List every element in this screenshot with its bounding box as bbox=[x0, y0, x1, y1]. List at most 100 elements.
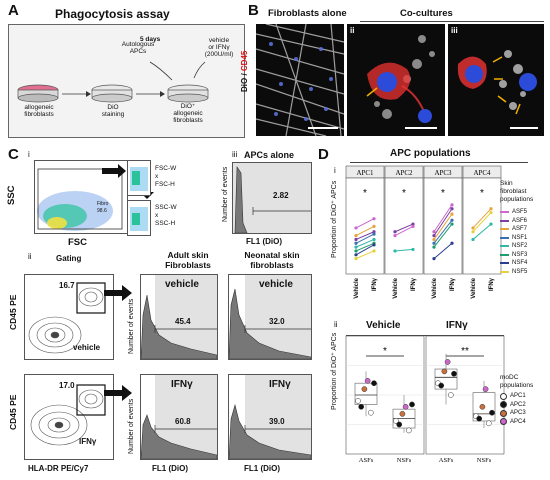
x-category-label: IFNγ bbox=[489, 277, 495, 291]
data-point bbox=[489, 409, 495, 416]
step3-line2: allogeneic bbox=[173, 110, 203, 117]
data-point bbox=[364, 377, 371, 384]
gate-pct-ifn: 17.0 bbox=[59, 381, 75, 390]
pair-point bbox=[411, 224, 415, 228]
data-point bbox=[399, 411, 406, 417]
apcs-label: APCs bbox=[129, 48, 147, 55]
apcs-alone-value: 2.82 bbox=[273, 191, 289, 200]
data-point bbox=[371, 380, 377, 387]
legend-label: ASF6 bbox=[512, 217, 528, 224]
x-category-label: Vehicle bbox=[354, 277, 360, 298]
pair-point bbox=[432, 237, 436, 242]
histogram-neo-ifn: IFNγ 39.0 bbox=[228, 374, 312, 460]
pair-point bbox=[471, 226, 475, 230]
adult-title-l2: Fibroblasts bbox=[165, 260, 211, 270]
legend-item: NSF4 bbox=[500, 259, 527, 268]
pair-point bbox=[372, 230, 376, 234]
panel-d-sub-i: i bbox=[334, 166, 336, 175]
data-point bbox=[396, 421, 403, 428]
apc-strip-label: APC3 bbox=[434, 169, 452, 177]
legend-swatch bbox=[500, 245, 509, 248]
legend-title-l1: Skin bbox=[500, 180, 513, 187]
fl1-label-neo: FL1 (DiO) bbox=[244, 464, 280, 473]
ssc-w-label: SSC-W bbox=[155, 204, 177, 211]
x1-label: x bbox=[155, 173, 159, 180]
apcs-alone-title: APCs alone bbox=[244, 150, 295, 160]
pair-point bbox=[354, 245, 358, 249]
pair-point bbox=[372, 237, 376, 242]
contour-ifn: 17.0 IFNγ bbox=[24, 374, 114, 460]
pair-point bbox=[489, 207, 493, 211]
pair-line bbox=[472, 208, 492, 229]
pair-point bbox=[471, 237, 475, 242]
pair-line bbox=[394, 248, 414, 252]
ii-legend-item: APC2 bbox=[500, 401, 526, 410]
histogram-adult-vehicle: vehicle 45.4 bbox=[140, 274, 218, 360]
legend-item: ASF7 bbox=[500, 225, 527, 234]
histogram-adult-ifn: IFNγ 60.8 bbox=[140, 374, 218, 460]
pair-point bbox=[354, 253, 358, 257]
step2-line2: staining bbox=[101, 111, 125, 118]
ii-legend-label: APC4 bbox=[510, 418, 526, 425]
apc-strip-label: APC4 bbox=[473, 169, 491, 177]
ii-legend-swatch bbox=[500, 418, 507, 426]
x-group-label: ASFs bbox=[439, 457, 454, 464]
hladr-label: HLA-DR PE/Cy7 bbox=[28, 464, 89, 473]
vehicle-label: vehicle bbox=[208, 37, 230, 44]
legend-label: NSF1 bbox=[512, 234, 528, 241]
ii-legend-item: APC3 bbox=[500, 409, 526, 418]
pair-point bbox=[393, 234, 397, 238]
gating-title: Gating bbox=[56, 254, 82, 263]
panel-c-sub-iii: iii bbox=[232, 150, 238, 159]
panel-c-letter: C bbox=[8, 146, 19, 163]
data-point bbox=[485, 420, 492, 427]
pair-point bbox=[354, 237, 358, 242]
micrograph-coculture-iii: iii bbox=[448, 24, 544, 136]
pair-line bbox=[394, 223, 414, 233]
ii-legend-label: APC2 bbox=[510, 401, 526, 408]
pair-line bbox=[472, 212, 492, 233]
pair-line bbox=[355, 218, 375, 229]
fl1-label-iii: FL1 (DiO) bbox=[246, 237, 282, 246]
pair-line bbox=[472, 223, 492, 240]
autologous-label: Autologous bbox=[121, 41, 155, 48]
apc-panel bbox=[345, 177, 385, 275]
pair-line bbox=[355, 244, 375, 256]
ssc-singlet-plot bbox=[127, 200, 151, 236]
fibro-gate-pct: 98.6 bbox=[97, 208, 107, 214]
legend-item: ASF5 bbox=[500, 208, 527, 217]
legend-swatch bbox=[500, 219, 509, 222]
adult-ifn-value: 60.8 bbox=[175, 417, 191, 426]
dii-vehicle-title: Vehicle bbox=[366, 320, 401, 331]
pair-point bbox=[450, 218, 454, 222]
data-point bbox=[476, 415, 483, 422]
legend-swatch bbox=[500, 270, 509, 273]
neo-title-l1: Neonatal skin bbox=[244, 250, 300, 260]
pair-point bbox=[450, 207, 454, 211]
coculture-iii-label: iii bbox=[451, 26, 458, 35]
neo-ifn-value: 39.0 bbox=[269, 417, 285, 426]
pair-point bbox=[372, 224, 376, 228]
step3-line3: fibroblasts bbox=[173, 117, 203, 124]
step1-line1: allogeneic bbox=[24, 104, 54, 111]
pair-point bbox=[372, 249, 376, 253]
pair-line bbox=[355, 250, 375, 260]
pair-line bbox=[394, 225, 414, 237]
ii-legend-swatch bbox=[500, 401, 507, 409]
data-point bbox=[409, 401, 415, 408]
fibro-gate-label: Fibro bbox=[97, 201, 109, 207]
pair-line bbox=[355, 231, 375, 240]
pair-point bbox=[354, 234, 358, 238]
x-category-label: IFNγ bbox=[372, 277, 378, 291]
pair-point bbox=[450, 212, 454, 216]
apc-panel bbox=[384, 177, 424, 275]
step1-line2: fibroblasts bbox=[24, 111, 54, 118]
panel-d-letter: D bbox=[318, 146, 329, 163]
histogram-apcs-alone: 2.82 bbox=[232, 162, 312, 234]
apc-panel bbox=[462, 177, 502, 275]
pair-point bbox=[489, 210, 493, 215]
fsc-singlet-plot bbox=[127, 160, 151, 196]
pair-point bbox=[432, 234, 436, 238]
pair-point bbox=[354, 226, 358, 230]
